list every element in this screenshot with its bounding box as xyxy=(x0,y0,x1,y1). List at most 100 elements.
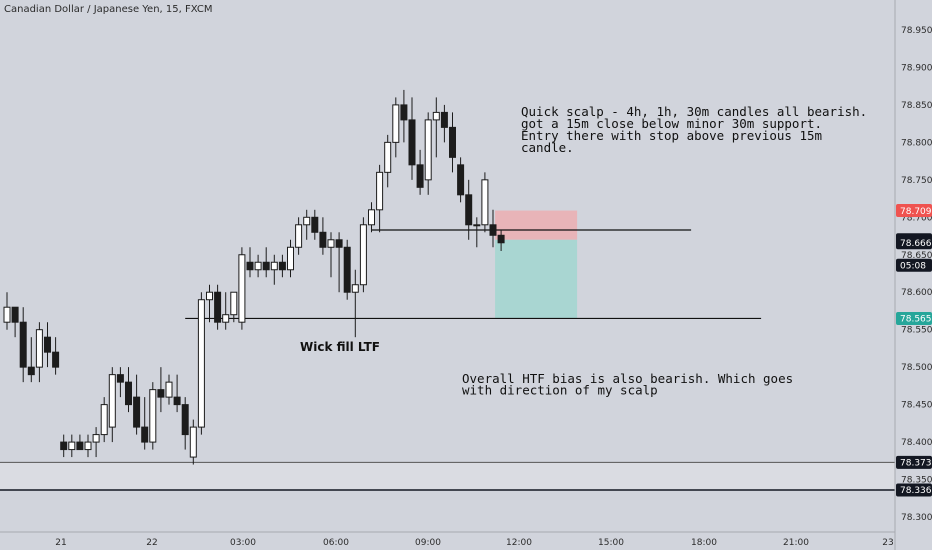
price-tag: 78.666 xyxy=(896,236,932,250)
candle-body xyxy=(489,224,497,236)
candle xyxy=(432,97,440,158)
candle xyxy=(116,367,124,398)
candle xyxy=(376,164,384,233)
candle xyxy=(319,217,327,255)
candle xyxy=(157,367,165,413)
candle-body xyxy=(311,216,319,233)
candle xyxy=(108,367,116,443)
candle xyxy=(133,374,141,435)
price-tick-label: 78.650 xyxy=(901,251,932,261)
candle xyxy=(392,97,400,158)
candle-body xyxy=(238,254,246,323)
candle xyxy=(287,239,294,278)
candle-body xyxy=(141,426,149,443)
candle-body xyxy=(222,314,230,323)
time-tick-label: 03:00 xyxy=(230,538,256,548)
candle-body xyxy=(35,329,43,368)
candle-body xyxy=(440,111,448,128)
candle xyxy=(27,337,35,383)
candle xyxy=(270,254,278,285)
candle-body xyxy=(481,179,489,226)
candle xyxy=(335,232,343,293)
candle-body xyxy=(246,261,254,271)
candle xyxy=(214,284,222,330)
candle xyxy=(60,434,68,458)
symbol-title: Canadian Dollar / Japanese Yen, 15, FXCM xyxy=(4,4,212,15)
price-tick-label: 78.300 xyxy=(901,513,932,523)
price-tick-label: 78.850 xyxy=(901,101,932,111)
price-tag: 05:08 xyxy=(896,258,932,272)
candle-body xyxy=(11,306,19,323)
candle-body xyxy=(116,374,124,383)
candle xyxy=(238,247,246,330)
scalp-note: Quick scalp - 4h, 1h, 30m candles all be… xyxy=(521,104,867,155)
candle-body xyxy=(44,336,51,353)
price-tag-box xyxy=(896,311,932,325)
candle xyxy=(497,230,505,252)
candle-body xyxy=(197,299,205,428)
candle xyxy=(11,306,19,338)
price-tag: 78.373 xyxy=(896,455,932,469)
candle-body xyxy=(408,119,416,166)
candle-body xyxy=(278,261,286,271)
candle-body xyxy=(125,381,132,406)
candle-body xyxy=(303,216,311,226)
htf-note-line: Overall HTF bias is also bearish. Which … xyxy=(462,371,793,386)
candle-body xyxy=(416,164,424,188)
candle-body xyxy=(27,366,35,376)
candle-body xyxy=(108,374,116,428)
price-tag-box xyxy=(896,204,932,218)
candle xyxy=(311,209,319,240)
candle-body xyxy=(173,396,181,406)
candle-body xyxy=(254,261,262,271)
candle xyxy=(206,284,213,323)
candle xyxy=(303,209,311,240)
candle-body xyxy=(384,141,392,173)
time-tick-label: 18:00 xyxy=(691,538,717,548)
price-tag-box xyxy=(896,258,932,272)
candle-body xyxy=(351,284,359,293)
price-tag: 78.709 xyxy=(896,204,932,218)
candle xyxy=(44,322,51,368)
candle-body xyxy=(457,164,465,196)
candle-body xyxy=(133,396,141,428)
time-tick-label: 21 xyxy=(55,538,66,548)
candle xyxy=(489,209,497,248)
time-tick-label: 23 xyxy=(882,538,893,548)
candle xyxy=(424,112,432,195)
candle-body xyxy=(157,389,165,398)
candle xyxy=(295,217,303,255)
candle-body xyxy=(165,381,173,398)
candle-body xyxy=(68,441,76,451)
candle-body xyxy=(287,246,294,271)
candle xyxy=(384,134,392,188)
candle-body xyxy=(84,441,92,451)
take-profit-zone xyxy=(495,239,578,319)
price-tag-label: 78.336 xyxy=(900,486,932,496)
candle xyxy=(473,217,481,248)
price-tag: 78.336 xyxy=(896,483,932,497)
price-tick-label: 78.500 xyxy=(901,363,932,373)
candle-body xyxy=(262,261,270,271)
time-tick-label: 06:00 xyxy=(323,538,349,548)
candle-body xyxy=(149,389,157,443)
candle-body xyxy=(473,224,481,227)
time-tick-label: 12:00 xyxy=(506,538,532,548)
candle xyxy=(222,292,230,330)
candle xyxy=(84,434,92,458)
candle xyxy=(457,157,465,203)
candle xyxy=(343,239,351,300)
candle-body xyxy=(343,246,351,293)
candle xyxy=(246,247,254,278)
candle xyxy=(68,434,76,458)
candle xyxy=(368,202,375,233)
candle xyxy=(359,217,367,293)
candle-body xyxy=(449,126,456,158)
candle xyxy=(189,419,197,465)
candle-body xyxy=(206,291,213,301)
price-tag-label: 78.709 xyxy=(900,207,932,217)
candle xyxy=(92,427,100,458)
wick-note-line: Wick fill LTF xyxy=(300,340,380,354)
candle xyxy=(100,397,108,443)
